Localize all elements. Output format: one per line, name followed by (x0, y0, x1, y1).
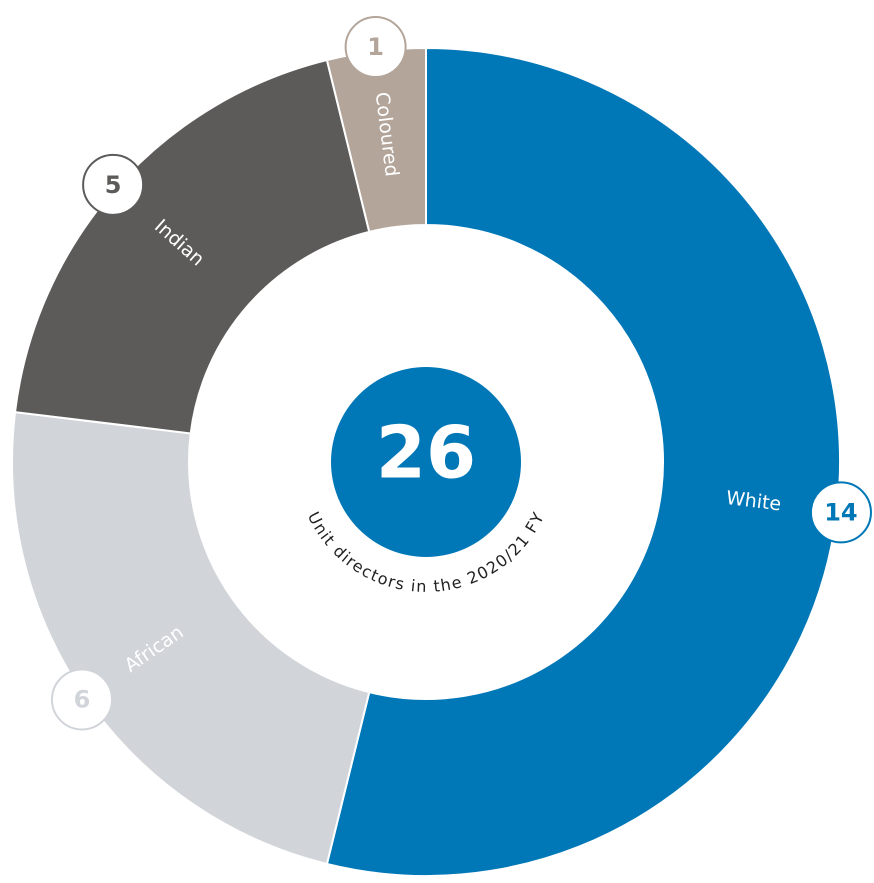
value-label: 14 (824, 498, 857, 526)
value-badge (82, 153, 145, 216)
value-label: 6 (74, 685, 91, 713)
segment (13, 58, 371, 435)
center-disc (331, 367, 521, 557)
value-label: 1 (367, 33, 384, 61)
value-badge (809, 481, 872, 544)
center-value: 26 (376, 411, 476, 495)
value-badge (50, 668, 113, 731)
value-label: 5 (105, 171, 122, 199)
segment (11, 410, 371, 866)
segment (325, 46, 841, 877)
segments (11, 46, 841, 877)
value-badge (344, 16, 407, 79)
